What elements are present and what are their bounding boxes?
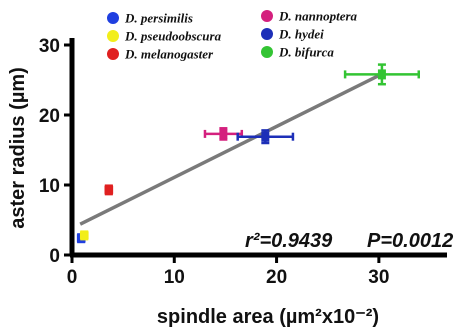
y-tick-label: 20 bbox=[39, 106, 60, 127]
legend-entry: D. melanogaster bbox=[107, 47, 214, 62]
data-points bbox=[76, 63, 420, 244]
legend-label: D. nannoptera bbox=[278, 9, 358, 24]
data-point-marker bbox=[104, 184, 113, 195]
data-point-group bbox=[104, 184, 114, 196]
legend-marker bbox=[261, 10, 273, 22]
legend-label: D. hydei bbox=[278, 27, 324, 42]
y-tick-label: 0 bbox=[49, 246, 60, 267]
legend-marker bbox=[107, 30, 119, 42]
legend-entry: D. pseudoobscura bbox=[107, 29, 222, 44]
p-value-annotation: P=0.0012 bbox=[367, 230, 453, 252]
x-tick-label: 10 bbox=[164, 267, 185, 288]
fit-line-group bbox=[79, 71, 385, 226]
x-tick-label: 30 bbox=[368, 267, 389, 288]
data-point-group bbox=[236, 129, 295, 145]
legend-label: D. pseudoobscura bbox=[124, 29, 222, 44]
legend-marker bbox=[261, 28, 273, 40]
legend-entry: D. persimilis bbox=[107, 11, 193, 26]
x-tick-label: 20 bbox=[266, 267, 287, 288]
legend-marker bbox=[107, 12, 119, 24]
y-axis-title: aster radius (µm) bbox=[7, 67, 29, 229]
legend-entry: D. nannoptera bbox=[261, 9, 358, 24]
data-point-marker bbox=[219, 128, 228, 139]
legend: D. persimilis D. pseudoobscura D. melanoga… bbox=[107, 9, 358, 62]
data-point-group bbox=[79, 230, 89, 241]
data-point-marker bbox=[80, 230, 89, 241]
legend-label: D. bifurca bbox=[278, 45, 334, 60]
y-ticks: 0 10 20 30 bbox=[39, 36, 72, 267]
data-point-marker bbox=[261, 131, 270, 142]
legend-label: D. persimilis bbox=[124, 11, 193, 26]
legend-entry: D. bifurca bbox=[261, 45, 334, 60]
data-point-group bbox=[203, 127, 244, 141]
regression-line bbox=[79, 71, 385, 226]
data-point-group bbox=[343, 63, 420, 86]
legend-marker bbox=[261, 46, 273, 58]
data-point-marker bbox=[377, 69, 386, 80]
legend-marker bbox=[107, 48, 119, 60]
r-squared-annotation: r²=0.9439 bbox=[245, 230, 333, 252]
legend-label: D. melanogaster bbox=[124, 47, 214, 62]
y-tick-label: 30 bbox=[39, 36, 60, 57]
x-axis-title: spindle area (µm²x10⁻²) bbox=[157, 306, 379, 328]
legend-entry: D. hydei bbox=[261, 27, 324, 42]
x-tick-label: 0 bbox=[67, 267, 78, 288]
x-ticks: 0 10 20 30 bbox=[67, 255, 389, 288]
y-tick-label: 10 bbox=[39, 176, 60, 197]
axes bbox=[69, 38, 447, 258]
